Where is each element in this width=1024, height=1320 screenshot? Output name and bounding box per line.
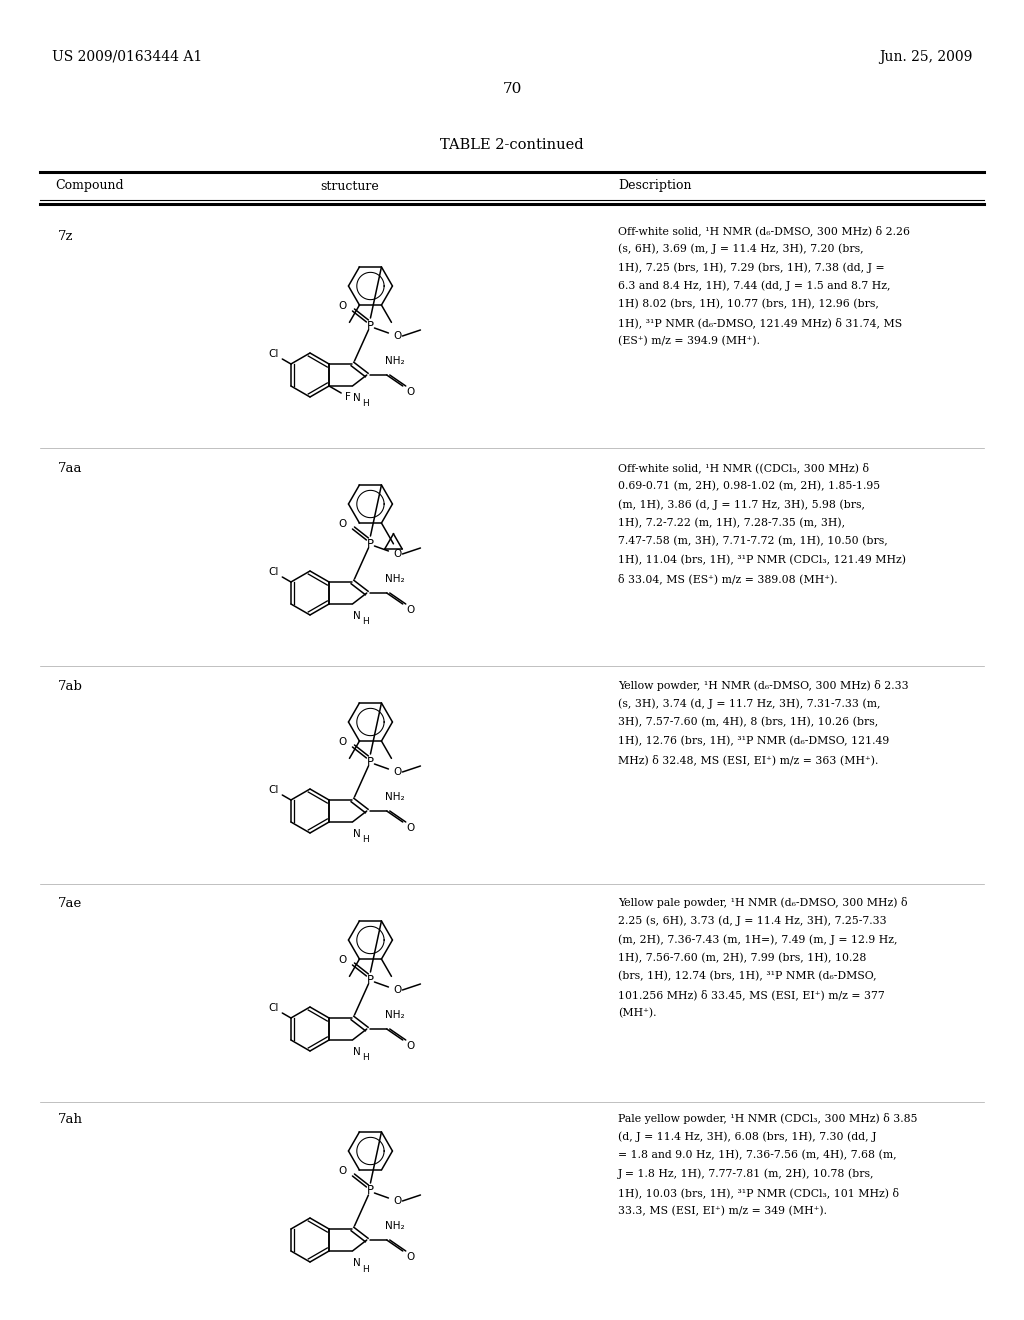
Text: TABLE 2-continued: TABLE 2-continued	[440, 139, 584, 152]
Text: 6.3 and 8.4 Hz, 1H), 7.44 (dd, J = 1.5 and 8.7 Hz,: 6.3 and 8.4 Hz, 1H), 7.44 (dd, J = 1.5 a…	[618, 281, 891, 292]
Text: O: O	[407, 387, 415, 397]
Text: Pale yellow powder, ¹H NMR (CDCl₃, 300 MHz) δ 3.85: Pale yellow powder, ¹H NMR (CDCl₃, 300 M…	[618, 1113, 918, 1125]
Text: O: O	[338, 519, 346, 529]
Text: H: H	[362, 1053, 369, 1063]
Text: NH₂: NH₂	[385, 574, 404, 583]
Text: N: N	[352, 611, 360, 620]
Text: 1H), 7.25 (brs, 1H), 7.29 (brs, 1H), 7.38 (dd, J =: 1H), 7.25 (brs, 1H), 7.29 (brs, 1H), 7.3…	[618, 261, 885, 272]
Text: Off-white solid, ¹H NMR (d₆-DMSO, 300 MHz) δ 2.26: Off-white solid, ¹H NMR (d₆-DMSO, 300 MH…	[618, 224, 910, 236]
Text: 7z: 7z	[58, 230, 74, 243]
Text: 3H), 7.57-7.60 (m, 4H), 8 (brs, 1H), 10.26 (brs,: 3H), 7.57-7.60 (m, 4H), 8 (brs, 1H), 10.…	[618, 717, 879, 727]
Text: 1H) 8.02 (brs, 1H), 10.77 (brs, 1H), 12.96 (brs,: 1H) 8.02 (brs, 1H), 10.77 (brs, 1H), 12.…	[618, 300, 879, 309]
Text: 70: 70	[503, 82, 521, 96]
Text: O: O	[338, 1166, 346, 1176]
Text: P: P	[367, 974, 374, 986]
Text: O: O	[407, 605, 415, 615]
Text: Off-white solid, ¹H NMR ((CDCl₃, 300 MHz) δ: Off-white solid, ¹H NMR ((CDCl₃, 300 MHz…	[618, 462, 869, 473]
Text: N: N	[352, 393, 360, 403]
Text: MHz) δ 32.48, MS (ESI, EI⁺) m/z = 363 (MH⁺).: MHz) δ 32.48, MS (ESI, EI⁺) m/z = 363 (M…	[618, 754, 879, 764]
Text: H: H	[362, 836, 369, 845]
Text: O: O	[393, 767, 401, 777]
Text: O: O	[393, 331, 401, 341]
Text: NH₂: NH₂	[385, 1221, 404, 1232]
Text: 1H), 7.56-7.60 (m, 2H), 7.99 (brs, 1H), 10.28: 1H), 7.56-7.60 (m, 2H), 7.99 (brs, 1H), …	[618, 953, 866, 962]
Text: O: O	[407, 822, 415, 833]
Text: Yellow powder, ¹H NMR (d₆-DMSO, 300 MHz) δ 2.33: Yellow powder, ¹H NMR (d₆-DMSO, 300 MHz)…	[618, 680, 908, 690]
Text: Cl: Cl	[268, 348, 279, 359]
Text: (ES⁺) m/z = 394.9 (MH⁺).: (ES⁺) m/z = 394.9 (MH⁺).	[618, 337, 760, 346]
Text: 7ab: 7ab	[58, 680, 83, 693]
Text: 101.256 MHz) δ 33.45, MS (ESI, EI⁺) m/z = 377: 101.256 MHz) δ 33.45, MS (ESI, EI⁺) m/z …	[618, 990, 885, 1001]
Text: (brs, 1H), 12.74 (brs, 1H), ³¹P NMR (d₆-DMSO,: (brs, 1H), 12.74 (brs, 1H), ³¹P NMR (d₆-…	[618, 972, 877, 981]
Text: Description: Description	[618, 180, 691, 193]
Text: N: N	[352, 1258, 360, 1269]
Text: Yellow pale powder, ¹H NMR (d₆-DMSO, 300 MHz) δ: Yellow pale powder, ¹H NMR (d₆-DMSO, 300…	[618, 898, 907, 908]
Text: (MH⁺).: (MH⁺).	[618, 1008, 656, 1018]
Text: 33.3, MS (ESI, EI⁺) m/z = 349 (MH⁺).: 33.3, MS (ESI, EI⁺) m/z = 349 (MH⁺).	[618, 1205, 827, 1216]
Text: O: O	[407, 1041, 415, 1051]
Text: N: N	[352, 1047, 360, 1057]
Text: Cl: Cl	[268, 1003, 279, 1012]
Text: Jun. 25, 2009: Jun. 25, 2009	[879, 50, 972, 63]
Text: (d, J = 11.4 Hz, 3H), 6.08 (brs, 1H), 7.30 (dd, J: (d, J = 11.4 Hz, 3H), 6.08 (brs, 1H), 7.…	[618, 1131, 877, 1142]
Text: P: P	[367, 1184, 374, 1197]
Text: (m, 1H), 3.86 (d, J = 11.7 Hz, 3H), 5.98 (brs,: (m, 1H), 3.86 (d, J = 11.7 Hz, 3H), 5.98…	[618, 499, 865, 510]
Text: P: P	[367, 319, 374, 333]
Text: δ 33.04, MS (ES⁺) m/z = 389.08 (MH⁺).: δ 33.04, MS (ES⁺) m/z = 389.08 (MH⁺).	[618, 573, 838, 583]
Text: 1H), 11.04 (brs, 1H), ³¹P NMR (CDCl₃, 121.49 MHz): 1H), 11.04 (brs, 1H), ³¹P NMR (CDCl₃, 12…	[618, 554, 906, 565]
Text: (m, 2H), 7.36-7.43 (m, 1H=), 7.49 (m, J = 12.9 Hz,: (m, 2H), 7.36-7.43 (m, 1H=), 7.49 (m, J …	[618, 935, 897, 945]
Text: H: H	[362, 400, 369, 408]
Text: O: O	[393, 549, 401, 558]
Text: O: O	[338, 301, 346, 312]
Text: O: O	[393, 985, 401, 995]
Text: Cl: Cl	[268, 785, 279, 795]
Text: O: O	[338, 954, 346, 965]
Text: 7ah: 7ah	[58, 1113, 83, 1126]
Text: O: O	[407, 1251, 415, 1262]
Text: Cl: Cl	[268, 568, 279, 577]
Text: O: O	[393, 1196, 401, 1206]
Text: (s, 3H), 3.74 (d, J = 11.7 Hz, 3H), 7.31-7.33 (m,: (s, 3H), 3.74 (d, J = 11.7 Hz, 3H), 7.31…	[618, 698, 881, 709]
Text: NH₂: NH₂	[385, 1010, 404, 1020]
Text: NH₂: NH₂	[385, 792, 404, 803]
Text: structure: structure	[321, 180, 379, 193]
Text: 7aa: 7aa	[58, 462, 83, 475]
Text: Compound: Compound	[55, 180, 124, 193]
Text: 7ae: 7ae	[58, 898, 82, 909]
Text: (s, 6H), 3.69 (m, J = 11.4 Hz, 3H), 7.20 (brs,: (s, 6H), 3.69 (m, J = 11.4 Hz, 3H), 7.20…	[618, 243, 863, 253]
Text: 1H), 12.76 (brs, 1H), ³¹P NMR (d₆-DMSO, 121.49: 1H), 12.76 (brs, 1H), ³¹P NMR (d₆-DMSO, …	[618, 735, 889, 746]
Text: H: H	[362, 618, 369, 627]
Text: US 2009/0163444 A1: US 2009/0163444 A1	[52, 50, 203, 63]
Text: 2.25 (s, 6H), 3.73 (d, J = 11.4 Hz, 3H), 7.25-7.33: 2.25 (s, 6H), 3.73 (d, J = 11.4 Hz, 3H),…	[618, 916, 887, 927]
Text: F: F	[345, 392, 351, 403]
Text: P: P	[367, 537, 374, 550]
Text: P: P	[367, 755, 374, 768]
Text: = 1.8 and 9.0 Hz, 1H), 7.36-7.56 (m, 4H), 7.68 (m,: = 1.8 and 9.0 Hz, 1H), 7.36-7.56 (m, 4H)…	[618, 1150, 897, 1160]
Text: NH₂: NH₂	[385, 356, 404, 366]
Text: N: N	[352, 829, 360, 840]
Text: J = 1.8 Hz, 1H), 7.77-7.81 (m, 2H), 10.78 (brs,: J = 1.8 Hz, 1H), 7.77-7.81 (m, 2H), 10.7…	[618, 1168, 874, 1179]
Text: H: H	[362, 1265, 369, 1274]
Text: O: O	[338, 737, 346, 747]
Text: 7.47-7.58 (m, 3H), 7.71-7.72 (m, 1H), 10.50 (brs,: 7.47-7.58 (m, 3H), 7.71-7.72 (m, 1H), 10…	[618, 536, 888, 546]
Text: 0.69-0.71 (m, 2H), 0.98-1.02 (m, 2H), 1.85-1.95: 0.69-0.71 (m, 2H), 0.98-1.02 (m, 2H), 1.…	[618, 480, 880, 491]
Text: 1H), 10.03 (brs, 1H), ³¹P NMR (CDCl₃, 101 MHz) δ: 1H), 10.03 (brs, 1H), ³¹P NMR (CDCl₃, 10…	[618, 1187, 899, 1197]
Text: 1H), ³¹P NMR (d₆-DMSO, 121.49 MHz) δ 31.74, MS: 1H), ³¹P NMR (d₆-DMSO, 121.49 MHz) δ 31.…	[618, 318, 902, 329]
Text: 1H), 7.2-7.22 (m, 1H), 7.28-7.35 (m, 3H),: 1H), 7.2-7.22 (m, 1H), 7.28-7.35 (m, 3H)…	[618, 517, 845, 528]
